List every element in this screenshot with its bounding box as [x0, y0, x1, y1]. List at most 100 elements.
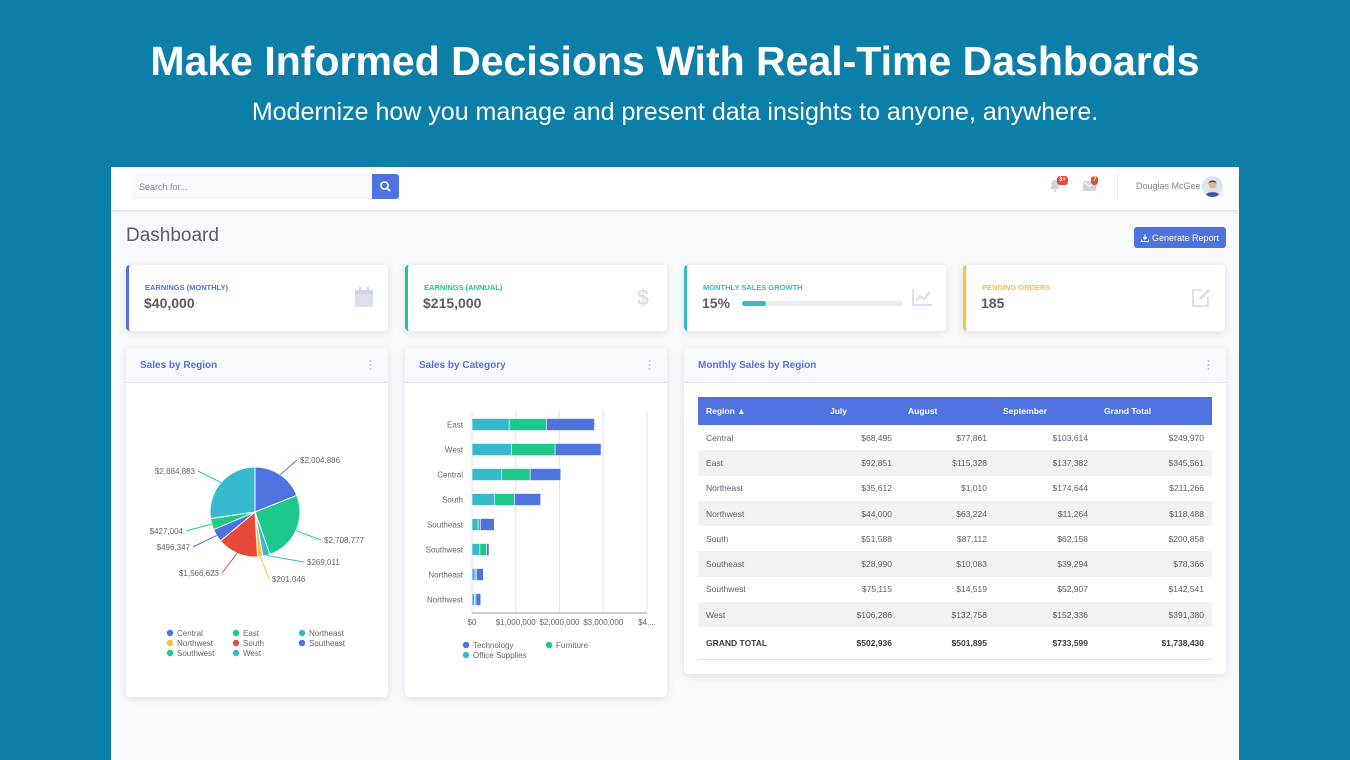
x-tick-label: $2,000,000 [539, 618, 580, 627]
bar-segment-office-supplies [471, 543, 481, 556]
table-cell-value: $11,264 [995, 500, 1096, 527]
x-tick-label: $1,000,000 [496, 618, 537, 627]
dollar-icon: $ [637, 286, 649, 308]
table-cell-region: Central [706, 432, 734, 443]
table-row: Northeast $35,612 $1,010 $174,644 $211,266 [698, 476, 1212, 501]
edit-icon [1192, 289, 1210, 307]
y-tick-label: Southwest [426, 546, 464, 555]
alerts-badge: 3+ [1057, 176, 1068, 185]
pie-leader-line [197, 470, 222, 484]
legend-label: South [243, 639, 264, 648]
table-cell-value: $345,561 [1096, 450, 1212, 476]
legend-marker [232, 629, 240, 637]
sales-by-category-card: Sales by Category East West Central South So… [405, 348, 667, 697]
pie-leader-line [279, 459, 298, 476]
alerts-button[interactable]: 3+ [1049, 176, 1068, 195]
bar-segment-office-supplies [471, 568, 476, 581]
column-header-region[interactable]: Region ▲ [698, 397, 822, 425]
bar-segment-furniture [479, 543, 487, 556]
table-cell-value: $68,495 [861, 432, 892, 443]
kpi-value: $40,000 [144, 295, 195, 311]
sales-by-category-chart: East West Central South Southeast Southwest No… [426, 411, 656, 660]
legend-label: Office Supplies [473, 651, 527, 660]
kpi-card-pending-orders: Pending Orders 185 [963, 265, 1225, 331]
avatar[interactable] [1202, 176, 1223, 197]
pie-leader-line [266, 555, 305, 563]
search-group [131, 174, 399, 199]
bar-segment-office-supplies [471, 493, 496, 506]
bar-segment-furniture [508, 418, 547, 431]
legend-marker [462, 641, 470, 649]
pie-data-label: $2,004,886 [300, 456, 341, 465]
table-cell-value: $103,614 [1052, 432, 1088, 443]
messages-button[interactable]: 7 [1083, 176, 1101, 195]
column-header-august[interactable]: August [900, 397, 995, 425]
bar-segment-office-supplies [471, 593, 475, 606]
table-cell-value: $152,336 [995, 602, 1096, 628]
table-cell-value: $106,286 [822, 602, 900, 628]
bar-segment-furniture [501, 468, 531, 481]
legend-label: Central [177, 629, 203, 638]
bar-segment-office-supplies [471, 468, 503, 481]
bar-segment-furniture [477, 518, 481, 531]
table-cell-value: $132,758 [900, 602, 995, 628]
table-cell-value: $75,115 [861, 584, 892, 595]
card-title: Monthly Sales by Region [698, 360, 817, 371]
bar-segment-technology [514, 493, 541, 506]
y-tick-label: Northwest [427, 596, 464, 605]
search-button[interactable] [372, 174, 399, 199]
legend-label: Northeast [309, 629, 344, 638]
legend-marker [545, 641, 553, 649]
topbar: 3+ 7 Douglas McGee [111, 167, 1239, 210]
legend-label: Southwest [177, 649, 215, 658]
table-cell-region: Northeast [706, 483, 743, 494]
bar-segment-technology [486, 543, 490, 556]
table-cell-value: $52,907 [1057, 584, 1088, 595]
pie-slice-west [209, 466, 256, 520]
column-header-grand-total[interactable]: Grand Total [1096, 397, 1212, 425]
table-cell-value: $174,644 [1052, 483, 1088, 494]
bar-segment-furniture [494, 493, 515, 506]
table-cell-value: $35,612 [861, 483, 892, 494]
column-header-july[interactable]: July [822, 397, 900, 425]
table-cell-value: $39,294 [995, 551, 1096, 577]
search-input[interactable] [131, 174, 372, 199]
x-tick-label: $0 [468, 618, 477, 627]
user-name[interactable]: Douglas McGee [1136, 181, 1201, 191]
pie-data-label: $201,046 [272, 575, 306, 584]
legend-marker [232, 639, 240, 647]
legend-label: Northwest [177, 639, 214, 648]
svg-text:$: $ [637, 286, 649, 308]
bar-segment-technology [475, 593, 482, 606]
kpi-card-earnings-monthly: Earnings (Monthly) $40,000 [126, 265, 388, 331]
table-cell-value: $1,010 [961, 483, 987, 494]
more-vertical-icon[interactable] [369, 359, 372, 371]
legend-label: Furniture [556, 641, 589, 650]
table-cell-value: $118,488 [1096, 500, 1212, 527]
more-vertical-icon[interactable] [648, 359, 651, 371]
table-cell-region: East [698, 450, 822, 476]
topbar-divider [1117, 173, 1118, 200]
table-total-row: GRAND TOTAL $502,936 $501,895 $733,599 $1,73… [698, 627, 1212, 660]
more-vertical-icon[interactable] [1207, 359, 1210, 371]
generate-report-label: Generate Report [1151, 232, 1220, 243]
table-header-row: Region ▲ July August September Grand Tot… [698, 397, 1212, 425]
generate-report-button[interactable]: Generate Report [1134, 227, 1226, 248]
pie-leader-line [185, 523, 212, 532]
legend-marker [166, 629, 174, 637]
card-title: Sales by Region [140, 360, 218, 371]
column-header-september[interactable]: September [995, 397, 1096, 425]
sales-by-region-chart: $2,004,886 $2,708,777 $269,011$201,046 $1,5… [150, 456, 365, 658]
table-cell-region: Southeast [698, 551, 822, 577]
table-cell-value: $200,858 [1168, 533, 1204, 544]
kpi-card-earnings-annual: Earnings (Annual) $215,000 $ [405, 265, 667, 331]
page-title: Dashboard [126, 225, 219, 246]
legend-marker [166, 639, 174, 647]
progress-fill [742, 301, 767, 306]
table-cell-value: $51,588 [861, 533, 892, 544]
table-cell-value: $10,083 [900, 551, 995, 577]
bar-segment-furniture [511, 443, 556, 456]
kpi-label: Monthly Sales Growth [703, 283, 803, 292]
bar-segment-office-supplies [471, 518, 479, 531]
pie-leader-line [221, 552, 238, 574]
